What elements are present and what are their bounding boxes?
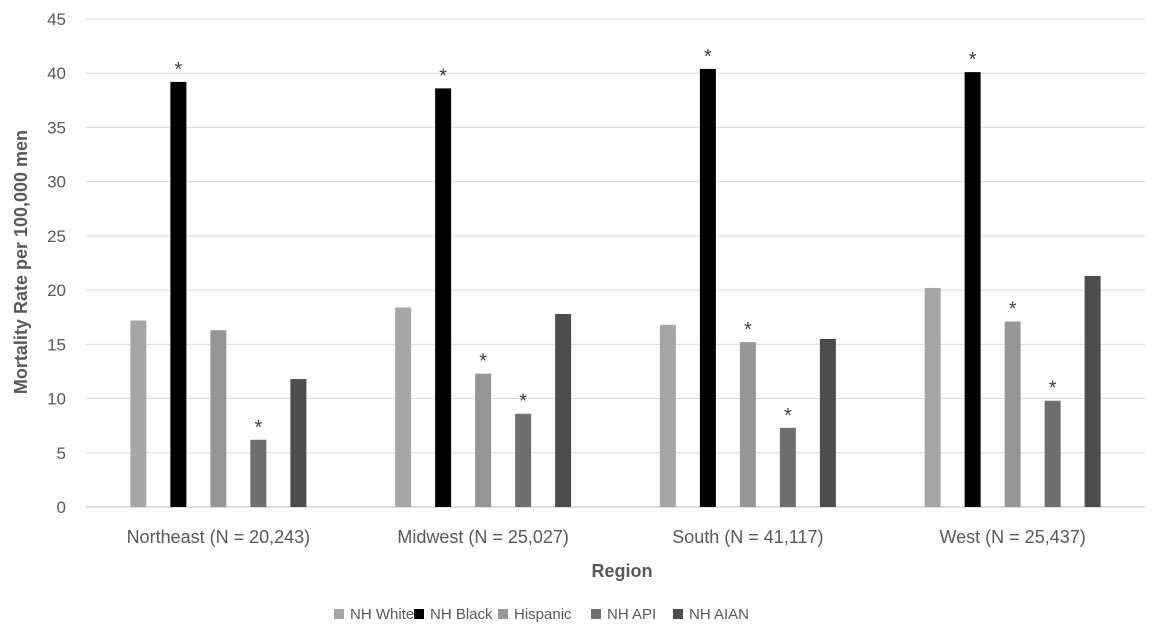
x-tick-label: West (N = 25,437): [940, 527, 1086, 547]
significance-marker: *: [704, 46, 712, 68]
y-tick-label: 10: [47, 390, 66, 409]
y-tick-label: 0: [57, 498, 66, 517]
significance-marker: *: [1009, 299, 1017, 321]
significance-marker: *: [969, 49, 977, 71]
gridlines: [86, 18, 1145, 454]
bar-nh-aian: [555, 313, 572, 507]
axis-labels: 0 5 10 15 20 25 30 35 40 45 Northeast (N = 20,243)…: [47, 10, 1086, 547]
bar-nh-aian: [819, 338, 836, 507]
y-tick-label: 15: [47, 335, 66, 354]
x-tick-label: Northeast (N = 20,243): [127, 527, 311, 547]
legend-swatch: [498, 609, 508, 619]
bar-nh-black: [170, 81, 187, 508]
legend-label: NH AIAN: [689, 606, 749, 623]
bar-nh-api: [250, 439, 267, 507]
significance-marker: *: [174, 59, 182, 81]
significance-marker: *: [479, 351, 487, 373]
bars: [130, 68, 1101, 508]
legend-swatch: [414, 609, 424, 619]
bar-nh-white: [395, 307, 412, 507]
y-tick-label: 5: [57, 444, 66, 463]
significance-marker: *: [519, 391, 527, 413]
significance-markers: * * * * * * * * * * *: [174, 46, 1056, 439]
bar-nh-api: [779, 427, 796, 507]
bar-nh-api: [515, 413, 532, 507]
bar-hispanic: [210, 330, 227, 507]
bar-nh-black: [699, 68, 716, 507]
y-axis-title: Mortality Rate per 100,000 men: [11, 130, 31, 394]
y-tick-label: 20: [47, 281, 66, 300]
legend-label: Hispanic: [514, 606, 572, 623]
y-tick-label: 40: [47, 64, 66, 83]
bar-hispanic: [475, 373, 492, 507]
x-axis-title: Region: [592, 561, 653, 581]
bar-nh-aian: [290, 379, 307, 507]
significance-marker: *: [439, 65, 447, 87]
significance-marker: *: [1049, 378, 1057, 400]
x-tick-label: South (N = 41,117): [672, 527, 823, 547]
x-tick-label: Midwest (N = 25,027): [397, 527, 569, 547]
legend-swatch: [334, 609, 344, 619]
bar-hispanic: [1004, 321, 1021, 507]
bar-nh-black: [435, 88, 452, 507]
bar-hispanic: [739, 342, 756, 507]
bar-nh-aian: [1084, 276, 1101, 507]
significance-marker: *: [254, 417, 262, 439]
y-tick-label: 45: [47, 10, 66, 29]
significance-marker: *: [744, 319, 752, 341]
y-tick-label: 25: [47, 227, 66, 246]
legend-swatch: [591, 609, 601, 619]
bar-nh-white: [659, 324, 676, 507]
legend: NH White NH Black Hispanic NH API NH AIAN: [334, 606, 749, 623]
y-tick-label: 35: [47, 118, 66, 137]
legend-swatch: [673, 609, 683, 619]
bar-nh-white: [924, 287, 941, 507]
legend-label: NH White: [350, 606, 414, 623]
y-tick-label: 30: [47, 173, 66, 192]
legend-label: NH API: [607, 606, 656, 623]
bar-nh-black: [964, 72, 981, 507]
bar-nh-api: [1044, 400, 1061, 507]
bar-nh-white: [130, 320, 147, 507]
legend-label: NH Black: [430, 606, 493, 623]
significance-marker: *: [784, 405, 792, 427]
